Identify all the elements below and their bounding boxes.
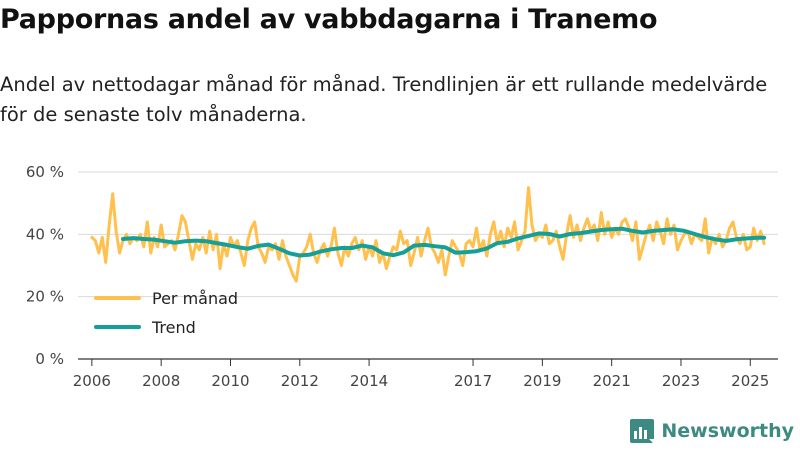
x-tick-label: 2010 xyxy=(211,372,249,390)
y-tick-label: 60 % xyxy=(26,163,64,181)
brand-name: Newsworthy xyxy=(661,420,794,442)
brand-logo: Newsworthy xyxy=(629,418,794,444)
y-axis: 0 % 20 % 40 % 60 % xyxy=(26,163,64,368)
x-tick-label: 2017 xyxy=(454,372,492,390)
x-tick-label: 2008 xyxy=(142,372,180,390)
y-tick-label: 0 % xyxy=(35,350,64,368)
newsworthy-logo-icon xyxy=(630,419,655,444)
series-line-trend xyxy=(121,226,767,258)
x-tick-label: 2014 xyxy=(350,372,388,390)
x-tick-label: 2021 xyxy=(593,372,631,390)
chart-title: Pappornas andel av vabbdagarna i Tranemo xyxy=(0,4,658,35)
x-tick-label: 2019 xyxy=(523,372,561,390)
chart-subtitle: Andel av nettodagar månad för månad. Tre… xyxy=(0,73,768,126)
y-tick-label: 20 % xyxy=(26,288,64,306)
series-group xyxy=(90,186,767,283)
legend: Per månad Trend xyxy=(94,289,238,337)
x-axis: 2006 2008 2010 2012 2014 2017 2019 2021 2023 2025 xyxy=(73,359,769,390)
x-tick-label: 2023 xyxy=(662,372,700,390)
x-tick-label: 2012 xyxy=(281,372,319,390)
x-tick-label: 2006 xyxy=(73,372,111,390)
legend-label-per-manad: Per månad xyxy=(152,289,238,308)
y-tick-label: 40 % xyxy=(26,225,64,243)
legend-label-trend: Trend xyxy=(151,318,196,337)
x-tick-label: 2025 xyxy=(731,372,769,390)
